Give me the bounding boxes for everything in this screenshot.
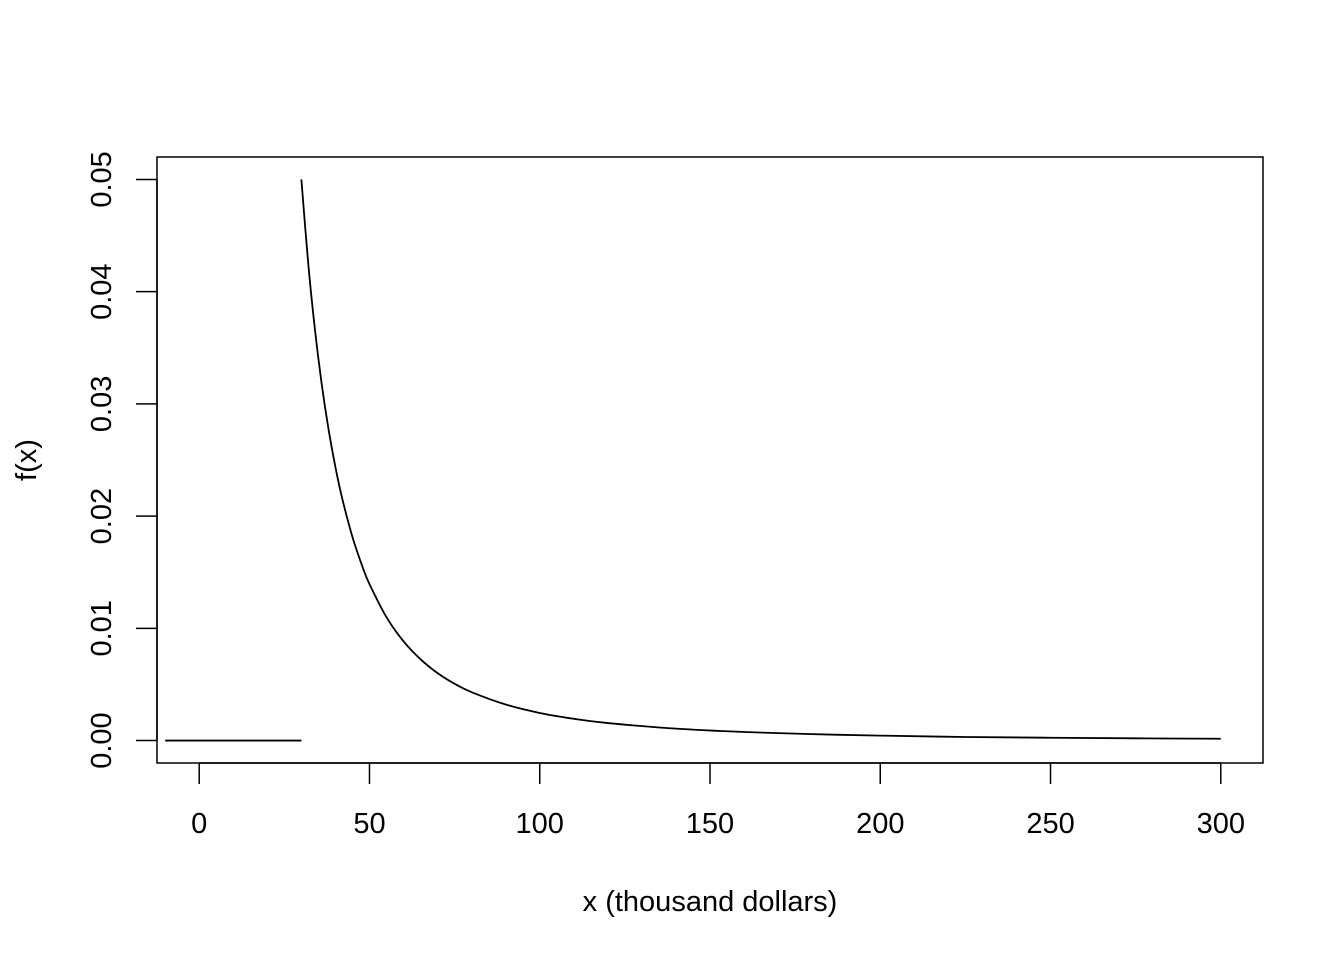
plot-frame — [156, 156, 1264, 764]
x-tick-label: 100 — [516, 808, 564, 840]
y-axis: 0.00 0.01 0.02 0.03 0.04 0.05 — [86, 151, 158, 769]
x-tick-label: 200 — [856, 808, 904, 840]
x-tick-label: 300 — [1197, 808, 1245, 840]
x-axis: 0 50 100 150 200 250 300 — [191, 762, 1245, 840]
series-lines — [165, 179, 1221, 742]
density-curve — [300, 179, 1221, 740]
x-tick-label: 250 — [1026, 808, 1074, 840]
y-tick-label: 0.04 — [86, 263, 118, 319]
y-tick-label: 0.01 — [86, 600, 118, 656]
y-axis-label: f(x) — [11, 439, 43, 481]
x-tick-label: 0 — [191, 808, 207, 840]
x-axis-label: x (thousand dollars) — [583, 886, 838, 918]
y-tick-label: 0.03 — [86, 376, 118, 432]
x-tick-label: 150 — [686, 808, 734, 840]
y-tick-label: 0.02 — [86, 488, 118, 544]
x-tick-label: 50 — [353, 808, 385, 840]
y-tick-label: 0.05 — [86, 151, 118, 207]
y-tick-label: 0.00 — [86, 712, 118, 768]
